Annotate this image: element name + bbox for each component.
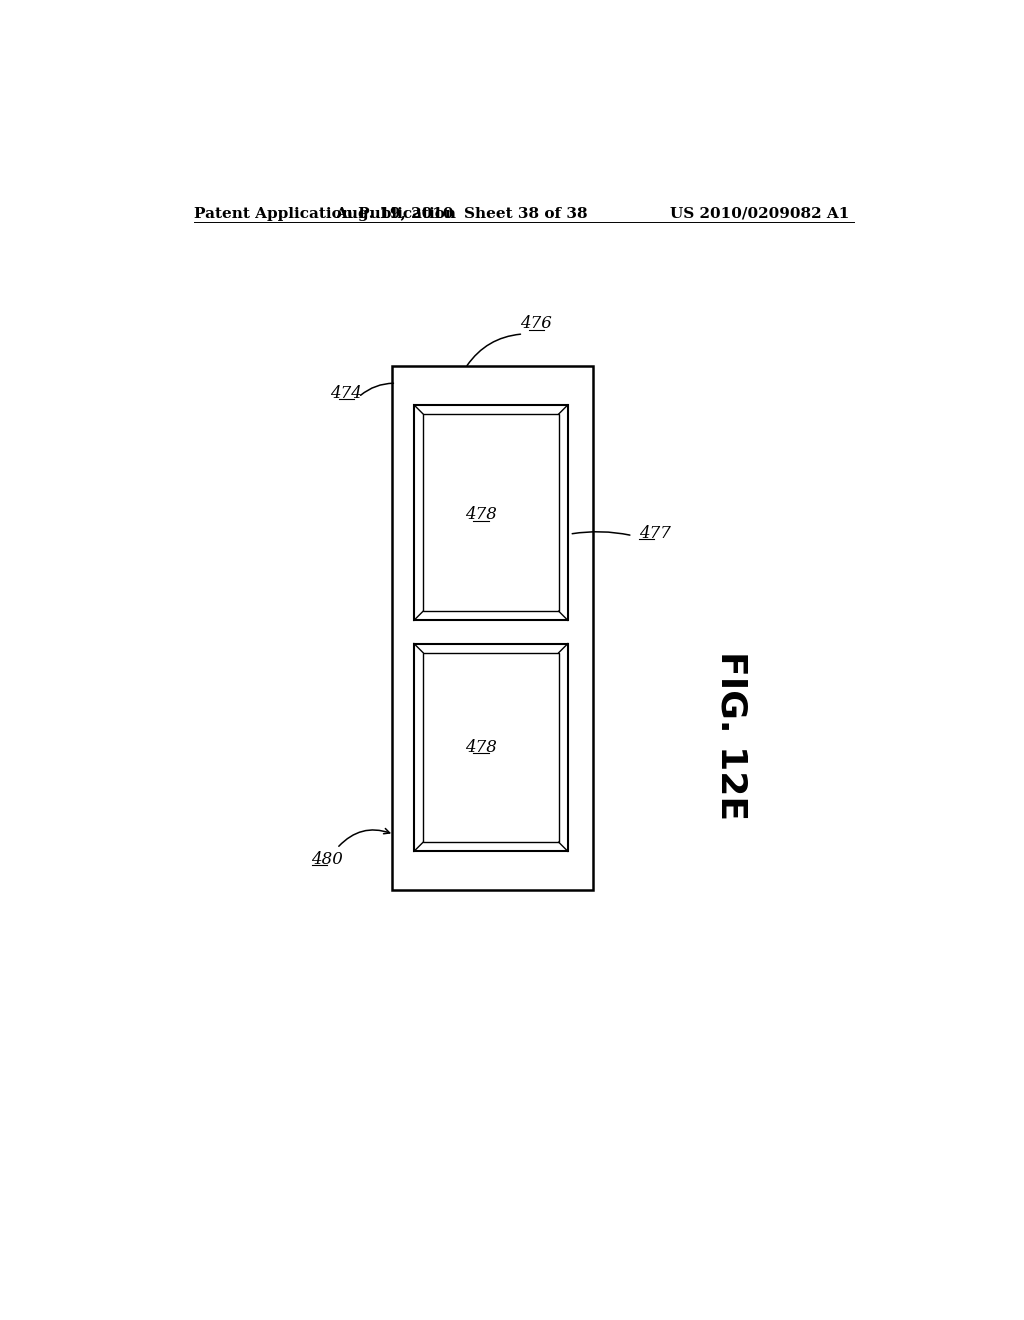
Bar [392,367,593,890]
Bar [414,405,568,620]
Text: 480: 480 [311,850,343,867]
Text: Patent Application Publication: Patent Application Publication [195,207,457,220]
Text: 478: 478 [465,507,497,524]
Text: 476: 476 [520,315,552,333]
Bar [423,414,559,611]
Text: Aug. 19, 2010  Sheet 38 of 38: Aug. 19, 2010 Sheet 38 of 38 [335,207,588,220]
Bar [423,653,559,842]
Text: 474: 474 [330,384,362,401]
Text: FIG. 12E: FIG. 12E [714,651,749,821]
Text: 477: 477 [639,525,671,543]
Text: 478: 478 [465,739,497,756]
Bar [414,644,568,851]
Text: US 2010/0209082 A1: US 2010/0209082 A1 [670,207,849,220]
